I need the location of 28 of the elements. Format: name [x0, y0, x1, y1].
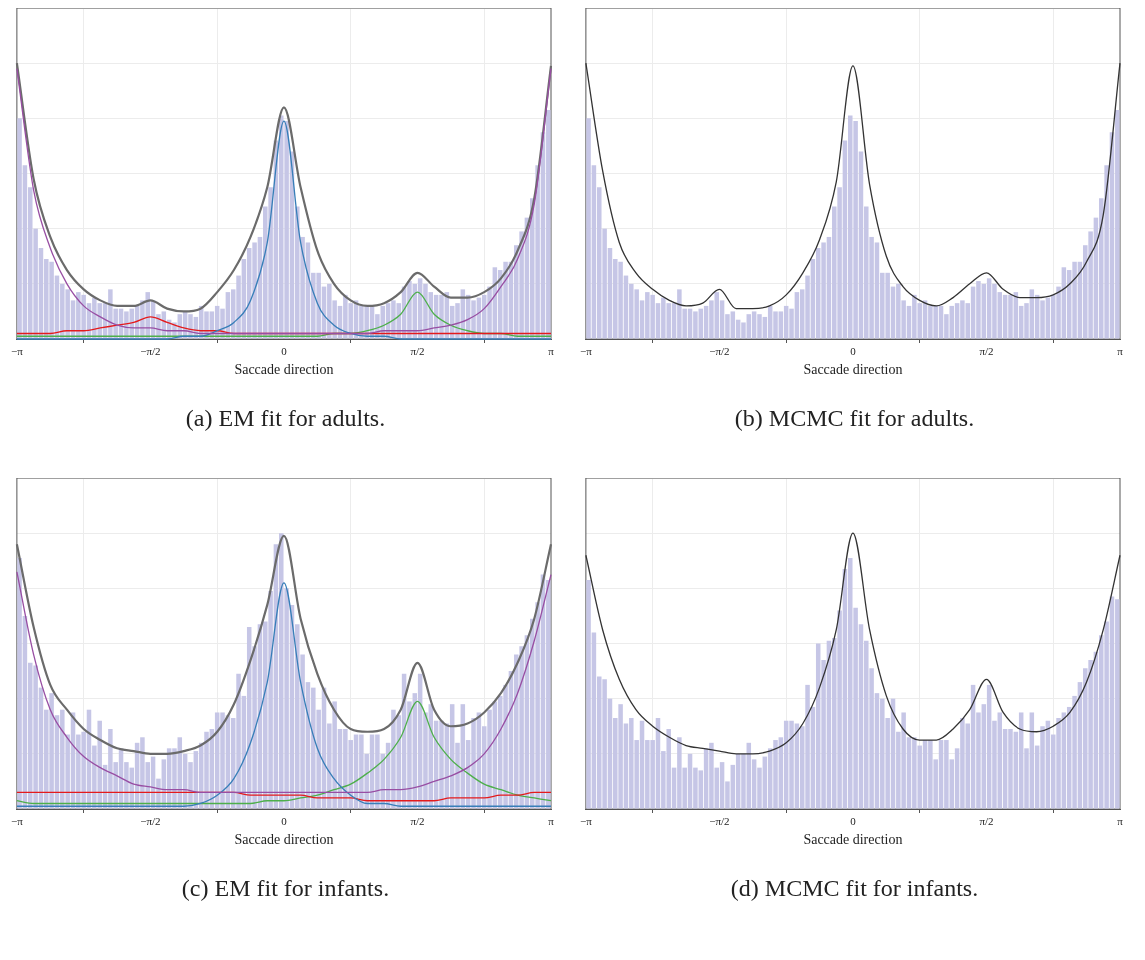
- x-tick-label: −π/2: [140, 345, 161, 358]
- x-axis-title: Saccade direction: [803, 832, 903, 848]
- x-tick-label: 0: [850, 345, 857, 358]
- text: (d) MCMC fit for infants.: [729, 875, 980, 902]
- x-tick-label: π/2: [979, 815, 994, 828]
- x-tick-label: π: [1117, 345, 1124, 358]
- x-tick-label: −π: [11, 815, 24, 828]
- text: (a) EM fit for adults.: [184, 405, 387, 432]
- x-tick-label: −π: [11, 345, 24, 358]
- x-tick-label: π: [548, 345, 555, 358]
- x-tick-label: −π: [580, 815, 593, 828]
- x-tick-label: 0: [281, 345, 288, 358]
- x-tick-label: 0: [281, 815, 288, 828]
- x-tick-label: −π/2: [709, 345, 730, 358]
- x-tick-label: π: [1117, 815, 1124, 828]
- x-tick-label: π: [548, 815, 555, 828]
- x-tick-label: 0: [850, 815, 857, 828]
- x-axis-title: Saccade direction: [803, 362, 903, 378]
- x-tick-label: −π: [580, 345, 593, 358]
- x-axis-title: Saccade direction: [234, 832, 334, 848]
- x-tick-label: −π/2: [140, 815, 161, 828]
- x-tick-label: π/2: [979, 345, 994, 358]
- text: (b) MCMC fit for adults.: [733, 405, 976, 432]
- x-tick-label: π/2: [410, 815, 425, 828]
- x-axis-title: Saccade direction: [234, 362, 334, 378]
- x-tick-label: π/2: [410, 345, 425, 358]
- x-tick-label: −π/2: [709, 815, 730, 828]
- text: (c) EM fit for infants.: [180, 875, 391, 902]
